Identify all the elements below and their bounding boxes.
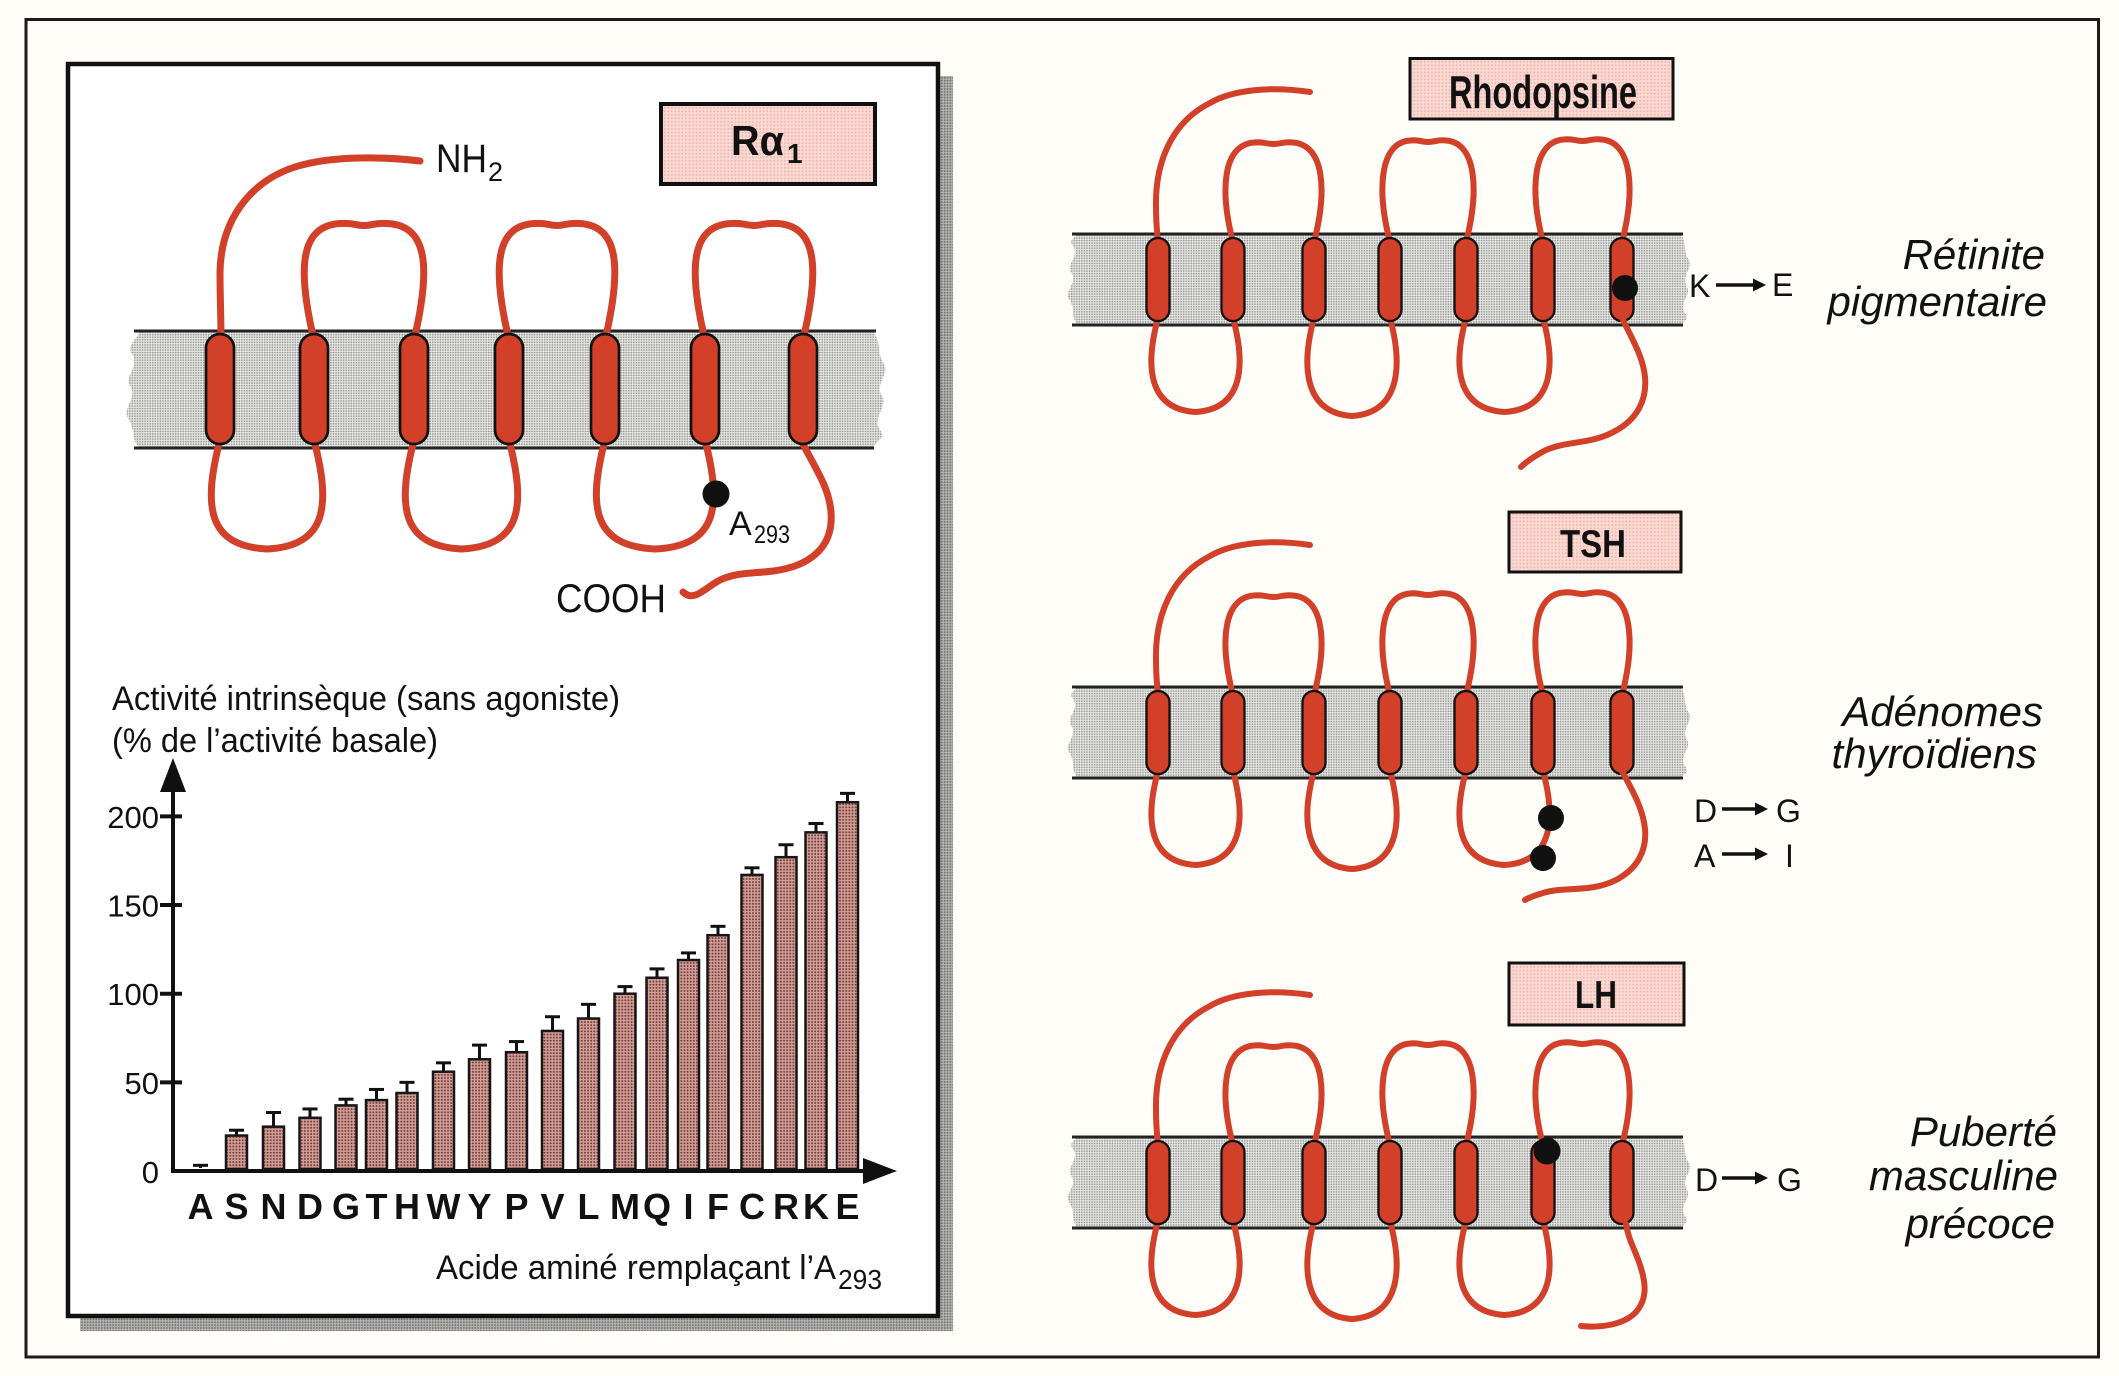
svg-text:A: A (1694, 838, 1716, 874)
svg-text:1: 1 (787, 138, 803, 169)
svg-text:E: E (835, 1186, 859, 1227)
svg-text:précoce: précoce (1904, 1200, 2055, 1247)
svg-text:F: F (707, 1186, 729, 1227)
svg-text:A: A (188, 1186, 214, 1227)
svg-text:Activité intrinsèque (sans ago: Activité intrinsèque (sans agoniste) (112, 680, 620, 718)
svg-text:E: E (1772, 267, 1793, 303)
svg-text:0: 0 (142, 1155, 159, 1190)
svg-text:200: 200 (107, 800, 159, 835)
svg-text:R: R (773, 1186, 799, 1227)
svg-text:D: D (1695, 1162, 1718, 1198)
svg-text:100: 100 (107, 977, 159, 1012)
svg-text:H: H (394, 1186, 420, 1227)
svg-text:LH: LH (1575, 974, 1617, 1017)
svg-text:Y: Y (467, 1186, 491, 1227)
svg-text:Rhodopsine: Rhodopsine (1449, 66, 1637, 118)
svg-text:Rα: Rα (731, 117, 784, 164)
svg-text:G: G (1776, 793, 1801, 829)
svg-text:Rétinite: Rétinite (1903, 231, 2045, 278)
svg-text:150: 150 (107, 889, 159, 924)
svg-text:L: L (578, 1186, 600, 1227)
svg-text:293: 293 (838, 1264, 882, 1295)
svg-text:G: G (332, 1186, 360, 1227)
svg-text:D: D (297, 1186, 323, 1227)
svg-text:K: K (803, 1186, 829, 1227)
svg-text:W: W (427, 1186, 461, 1227)
svg-text:N: N (261, 1186, 287, 1227)
svg-text:Puberté: Puberté (1910, 1108, 2057, 1155)
svg-text:T: T (366, 1186, 388, 1227)
svg-text:TSH: TSH (1560, 523, 1626, 566)
svg-text:(% de l’activité basale): (% de l’activité basale) (112, 722, 438, 760)
svg-text:Q: Q (643, 1186, 671, 1227)
svg-text:I: I (683, 1186, 693, 1227)
svg-text:V: V (540, 1186, 564, 1227)
svg-text:D: D (1694, 793, 1717, 829)
svg-text:M: M (610, 1186, 640, 1227)
svg-text:A: A (729, 505, 752, 543)
svg-text:Acide aminé remplaçant l’A: Acide aminé remplaçant l’A (436, 1249, 836, 1287)
svg-text:2: 2 (488, 157, 503, 187)
svg-text:P: P (504, 1186, 528, 1227)
svg-text:C: C (739, 1186, 765, 1227)
svg-text:NH: NH (436, 137, 487, 181)
svg-text:Adénomes: Adénomes (1839, 688, 2043, 735)
svg-text:293: 293 (754, 521, 790, 549)
svg-text:I: I (1785, 838, 1794, 874)
svg-text:thyroïdiens: thyroïdiens (1832, 730, 2037, 777)
svg-text:pigmentaire: pigmentaire (1826, 278, 2047, 325)
svg-text:K: K (1689, 268, 1710, 304)
svg-text:masculine: masculine (1869, 1152, 2058, 1199)
svg-text:COOH: COOH (556, 577, 666, 621)
svg-text:G: G (1777, 1162, 1802, 1198)
svg-text:S: S (224, 1186, 248, 1227)
svg-text:50: 50 (125, 1066, 159, 1101)
